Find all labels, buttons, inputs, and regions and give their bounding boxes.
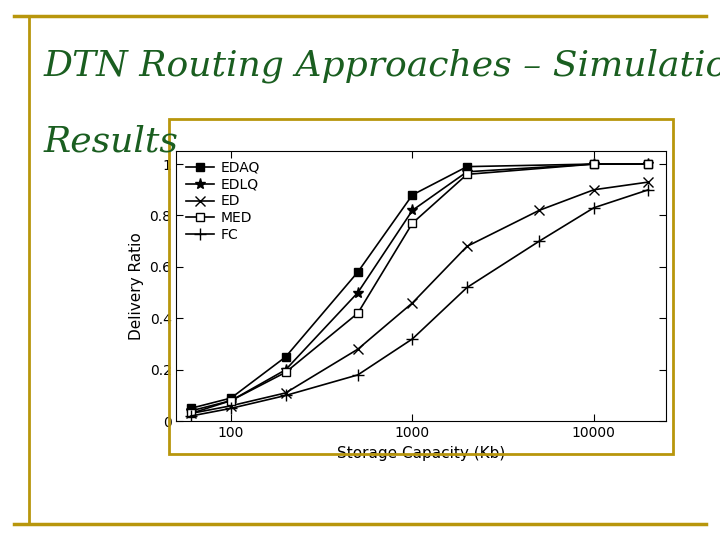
ED [644, 179, 653, 185]
FC [644, 186, 653, 193]
ED [227, 402, 235, 409]
ED [282, 390, 290, 396]
FC [186, 413, 195, 419]
EDLQ [408, 207, 417, 214]
FC [535, 238, 544, 245]
ED [463, 243, 472, 249]
ED [186, 410, 195, 417]
ED [408, 300, 417, 306]
MED [408, 220, 417, 226]
MED [463, 171, 472, 178]
Line: FC: FC [185, 184, 654, 422]
EDAQ [282, 354, 290, 360]
Line: MED: MED [186, 160, 652, 417]
FC [408, 336, 417, 342]
MED [227, 397, 235, 404]
Text: DTN Routing Approaches – Simulation: DTN Routing Approaches – Simulation [43, 49, 720, 83]
EDLQ [590, 161, 598, 167]
EDLQ [644, 161, 653, 167]
EDAQ [408, 192, 417, 198]
EDLQ [354, 289, 362, 296]
Line: EDLQ: EDLQ [185, 159, 654, 416]
EDLQ [186, 408, 195, 414]
MED [590, 161, 598, 167]
X-axis label: Storage Capacity (Kb): Storage Capacity (Kb) [337, 446, 505, 461]
MED [644, 161, 653, 167]
EDAQ [186, 405, 195, 411]
ED [590, 186, 598, 193]
FC [590, 205, 598, 211]
EDAQ [227, 395, 235, 401]
EDAQ [463, 164, 472, 170]
Line: EDAQ: EDAQ [186, 160, 652, 413]
EDAQ [590, 161, 598, 167]
MED [354, 310, 362, 316]
ED [535, 207, 544, 214]
MED [186, 410, 195, 417]
EDAQ [354, 269, 362, 275]
FC [354, 372, 362, 378]
Text: Results: Results [43, 124, 178, 158]
Legend: EDAQ, EDLQ, ED, MED, FC: EDAQ, EDLQ, ED, MED, FC [184, 158, 263, 245]
Y-axis label: Delivery Ratio: Delivery Ratio [129, 232, 144, 340]
EDLQ [282, 367, 290, 373]
MED [282, 369, 290, 376]
FC [227, 405, 235, 411]
FC [463, 284, 472, 291]
EDAQ [644, 161, 653, 167]
Line: ED: ED [186, 177, 653, 418]
EDLQ [463, 168, 472, 175]
FC [282, 392, 290, 399]
ED [354, 346, 362, 353]
EDLQ [227, 397, 235, 404]
